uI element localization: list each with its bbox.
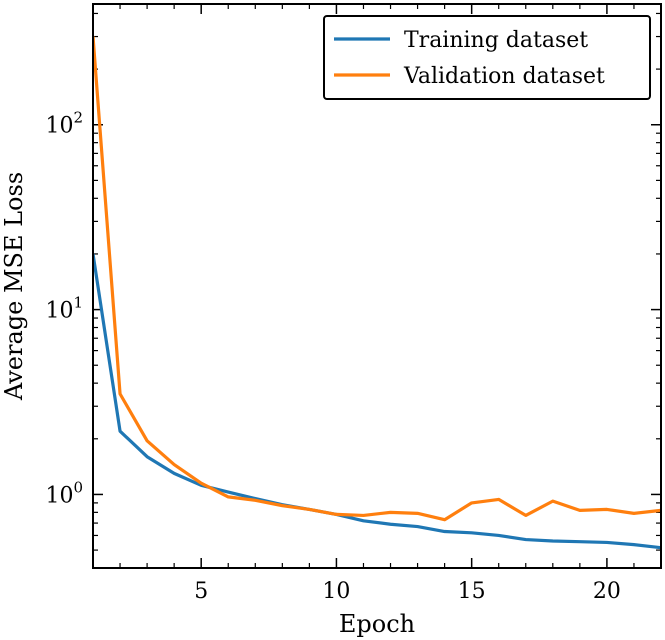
legend-label: Training dataset [404, 28, 588, 53]
x-tick-label: 15 [458, 579, 486, 604]
x-tick-label: 5 [194, 579, 208, 604]
y-tick-label: 102 [45, 109, 83, 139]
legend-box [323, 15, 651, 100]
y-tick-label: 101 [45, 294, 83, 324]
legend: Training dataset Validation dataset [323, 15, 651, 100]
series-line-validation [93, 36, 661, 522]
y-tick-label: 100 [45, 478, 83, 508]
x-tick-label: 10 [322, 579, 350, 604]
plot-frame [92, 3, 662, 569]
x-tick-label: 20 [593, 579, 621, 604]
y-axis-label: Average MSE Loss [0, 172, 28, 401]
legend-label: Validation dataset [403, 64, 605, 89]
series-line-training [93, 253, 661, 550]
x-axis-label: Epoch [339, 610, 415, 638]
series-lines [93, 36, 661, 550]
